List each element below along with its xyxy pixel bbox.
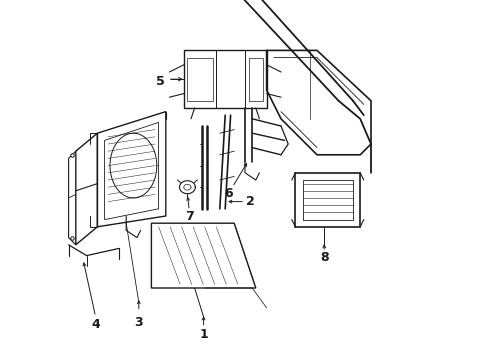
Text: 3: 3	[134, 316, 143, 329]
Text: 2: 2	[246, 195, 255, 208]
Text: 5: 5	[156, 75, 165, 87]
Text: 4: 4	[91, 318, 100, 330]
Text: 8: 8	[320, 251, 328, 264]
Text: 7: 7	[185, 210, 194, 223]
Text: 6: 6	[224, 187, 233, 200]
Text: 1: 1	[199, 328, 208, 341]
